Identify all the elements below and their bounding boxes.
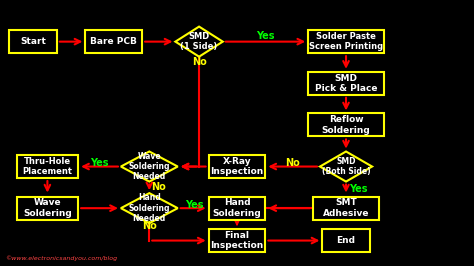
Text: SMD
(1 Side): SMD (1 Side) xyxy=(181,32,218,51)
Text: Solder Paste
Screen Printing: Solder Paste Screen Printing xyxy=(309,32,383,51)
Polygon shape xyxy=(175,27,223,57)
Text: Yes: Yes xyxy=(348,184,367,194)
Polygon shape xyxy=(121,193,178,223)
Text: Yes: Yes xyxy=(256,31,275,41)
FancyBboxPatch shape xyxy=(209,197,265,220)
Text: Final
Inspection: Final Inspection xyxy=(210,231,264,250)
Text: No: No xyxy=(191,57,207,68)
Text: Bare PCB: Bare PCB xyxy=(91,37,137,46)
Text: Wave
Soldering: Wave Soldering xyxy=(23,198,72,218)
Text: Hand
Soldering: Hand Soldering xyxy=(213,198,261,218)
Text: No: No xyxy=(142,221,157,231)
Text: Hand
Soldering
Needed: Hand Soldering Needed xyxy=(128,193,170,223)
FancyBboxPatch shape xyxy=(308,72,384,95)
FancyBboxPatch shape xyxy=(9,30,57,53)
Text: No: No xyxy=(285,158,301,168)
Text: ©www.electronicsandyou.com/blog: ©www.electronicsandyou.com/blog xyxy=(5,256,117,261)
Text: Start: Start xyxy=(20,37,46,46)
FancyBboxPatch shape xyxy=(308,113,384,136)
Polygon shape xyxy=(121,152,178,182)
Text: SMT
Adhesive: SMT Adhesive xyxy=(323,198,369,218)
Text: No: No xyxy=(151,182,166,192)
Text: End: End xyxy=(337,236,356,245)
Text: Reflow
Soldering: Reflow Soldering xyxy=(322,115,370,135)
FancyBboxPatch shape xyxy=(322,229,370,252)
FancyBboxPatch shape xyxy=(209,155,265,178)
FancyBboxPatch shape xyxy=(17,197,78,220)
FancyBboxPatch shape xyxy=(308,30,384,53)
Text: SMD
Pick & Place: SMD Pick & Place xyxy=(315,74,377,93)
Text: Thru-Hole
Placement: Thru-Hole Placement xyxy=(22,157,73,176)
FancyBboxPatch shape xyxy=(85,30,142,53)
FancyBboxPatch shape xyxy=(313,197,379,220)
FancyBboxPatch shape xyxy=(17,155,78,178)
Text: Yes: Yes xyxy=(185,200,204,210)
FancyBboxPatch shape xyxy=(209,229,265,252)
Polygon shape xyxy=(320,152,372,182)
Text: X-Ray
Inspection: X-Ray Inspection xyxy=(210,157,264,176)
Text: Yes: Yes xyxy=(90,158,109,168)
Text: Wave
Soldering
Needed: Wave Soldering Needed xyxy=(128,152,170,181)
Text: SMD
(Both Side): SMD (Both Side) xyxy=(322,157,370,176)
